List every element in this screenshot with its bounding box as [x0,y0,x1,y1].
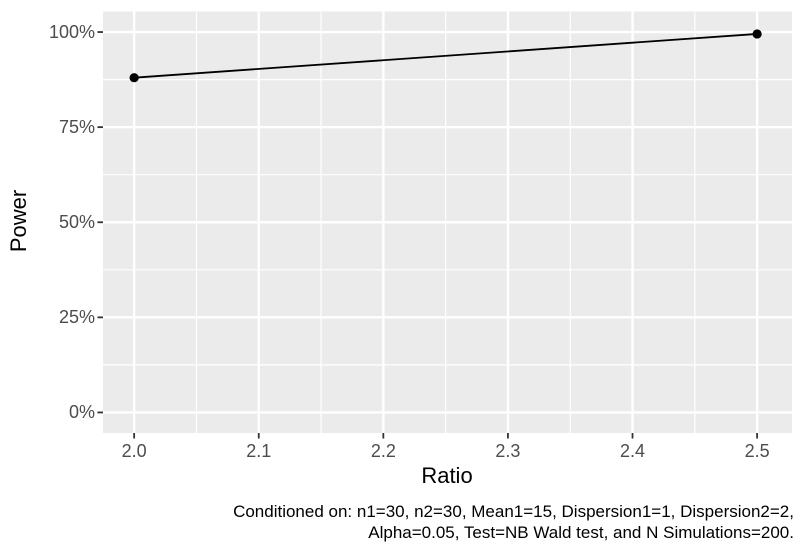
y-tick-label: 25% [58,307,95,328]
x-tick-label: 2.4 [620,441,646,461]
x-tick-label: 2.0 [121,441,147,461]
x-tick-label: 2.2 [370,441,396,461]
y-tick-label: 100% [48,22,95,43]
caption: Conditioned on: n1=30, n2=30, Mean1=15, … [233,501,794,543]
x-axis-title: Ratio [421,463,473,488]
caption-line-2: Alpha=0.05, Test=NB Wald test, and N Sim… [368,523,794,542]
caption-line-1: Conditioned on: n1=30, n2=30, Mean1=15, … [233,502,794,521]
y-axis-title: Power [6,189,31,253]
y-tick-label: 50% [58,212,95,233]
x-tick-label: 2.5 [744,441,770,461]
x-tick-label: 2.3 [495,441,521,461]
y-tick-label: 75% [58,117,95,138]
x-tick-label: 2.1 [246,441,272,461]
y-tick-label: 0% [68,402,95,423]
